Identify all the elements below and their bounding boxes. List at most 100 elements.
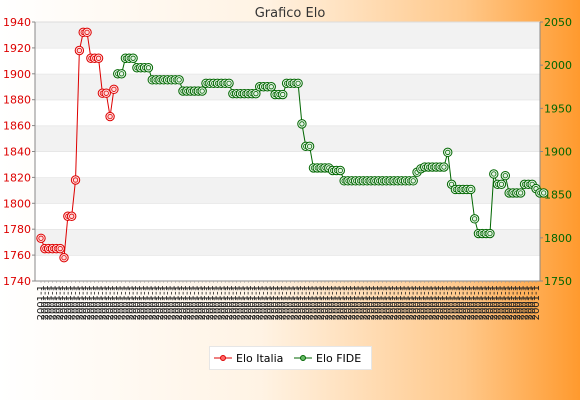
x-tick-label: 2001-1 xyxy=(143,285,154,320)
x-tick-label: 2001-1 xyxy=(420,285,431,320)
left-tick-label: 1760 xyxy=(3,249,31,262)
x-tick-label: 2001-1 xyxy=(523,285,534,320)
x-tick-label: 2001-1 xyxy=(493,285,504,320)
left-tick-label: 1940 xyxy=(3,16,31,29)
left-tick-label: 1900 xyxy=(3,68,31,81)
x-tick-label: 2001-1 xyxy=(236,285,247,320)
point-elo-italia xyxy=(70,175,81,185)
x-tick-label: 2001-1 xyxy=(358,285,369,320)
point-elo-italia xyxy=(101,88,111,98)
point-elo-fide xyxy=(197,86,207,96)
point-inner-elo-fide xyxy=(541,190,547,196)
left-tick-label: 1880 xyxy=(3,94,31,107)
point-inner-elo-fide xyxy=(448,181,455,187)
x-tick-label: 2001-1 xyxy=(374,285,385,320)
x-tick-label: 2001-1 xyxy=(301,285,312,320)
x-tick-label: 2001-1 xyxy=(140,285,151,320)
point-elo-fide xyxy=(266,82,276,92)
point-elo-italia xyxy=(82,27,92,38)
x-tick-label: 2001-1 xyxy=(393,285,404,320)
point-elo-italia xyxy=(55,243,65,254)
left-tick-label: 1800 xyxy=(3,197,31,210)
x-tick-label: 2001-1 xyxy=(343,285,354,320)
point-inner-elo-fide xyxy=(130,55,136,61)
legend-label-elo-fide: Elo FIDE xyxy=(316,352,361,365)
point-inner-elo-italia xyxy=(84,29,90,35)
point-elo-fide xyxy=(515,188,526,198)
x-tick-label: 2001-1 xyxy=(316,285,327,320)
point-inner-elo-fide xyxy=(445,149,451,155)
point-elo-fide xyxy=(496,179,507,190)
grid-band xyxy=(35,22,540,48)
x-tick-label: 2001-1 xyxy=(109,285,120,320)
x-tick-label: 2001-1 xyxy=(71,285,82,320)
point-inner-elo-fide xyxy=(268,84,274,90)
x-tick-label: 2001-1 xyxy=(155,285,166,320)
point-inner-elo-fide xyxy=(295,80,301,86)
x-tick-label: 2001-1 xyxy=(90,285,101,320)
point-elo-fide xyxy=(297,119,307,129)
grid-band xyxy=(35,255,540,281)
x-tick-label: 2001-1 xyxy=(416,285,427,320)
point-elo-italia xyxy=(109,84,119,95)
x-tick-label: 2001-1 xyxy=(381,285,392,320)
x-tick-label: 2001-1 xyxy=(470,285,481,320)
x-tick-label: 2001-1 xyxy=(500,285,511,320)
point-inner-elo-italia xyxy=(107,113,113,120)
x-tick-label: 2001-1 xyxy=(67,285,78,320)
point-elo-italia xyxy=(66,211,77,221)
x-tick-label: 2001-1 xyxy=(101,285,112,320)
x-tick-label: 2001-1 xyxy=(182,285,193,320)
point-inner-elo-italia xyxy=(61,255,67,261)
x-tick-label: 2001-1 xyxy=(466,285,477,320)
x-tick-label: 2001-1 xyxy=(401,285,412,320)
point-inner-elo-fide xyxy=(307,143,313,149)
x-tick-label: 2001-1 xyxy=(105,285,116,320)
x-tick-label: 2001-1 xyxy=(159,285,170,320)
point-inner-elo-italia xyxy=(69,213,75,219)
point-elo-fide xyxy=(116,69,127,79)
x-tick-label: 2001-1 xyxy=(40,285,51,320)
x-tick-label: 2001-1 xyxy=(473,285,484,320)
x-tick-label: 2001-1 xyxy=(178,285,189,320)
right-tick-label: 2000 xyxy=(544,59,572,72)
x-tick-label: 2001-1 xyxy=(193,285,204,320)
grid-band xyxy=(35,229,540,256)
x-tick-label: 2001-1 xyxy=(213,285,224,320)
chart-title: Grafico Elo xyxy=(255,6,326,21)
x-tick-label: 2001-1 xyxy=(481,285,492,320)
point-elo-italia xyxy=(59,252,69,263)
point-elo-fide xyxy=(128,53,138,63)
x-tick-label: 2001-1 xyxy=(63,285,74,320)
x-tick-label: 2001-1 xyxy=(255,285,266,320)
x-tick-label: 2001-1 xyxy=(270,285,281,320)
x-tick-label: 2001-1 xyxy=(189,285,200,320)
right-tick-label: 1950 xyxy=(544,102,572,115)
x-tick-label: 2001-1 xyxy=(166,285,177,320)
x-tick-label: 2001-1 xyxy=(324,285,335,320)
x-tick-label: 2001-1 xyxy=(51,285,62,320)
x-tick-label: 2001-1 xyxy=(120,285,131,320)
x-tick-label: 2001-1 xyxy=(435,285,446,320)
right-tick-label: 1900 xyxy=(544,146,572,159)
x-tick-label: 2001-1 xyxy=(124,285,135,320)
x-tick-label: 2001-1 xyxy=(201,285,212,320)
x-tick-label: 2001-1 xyxy=(82,285,93,320)
point-inner-elo-italia xyxy=(111,86,117,92)
x-tick-label: 2001-1 xyxy=(489,285,500,320)
x-tick-label: 2001-1 xyxy=(443,285,454,320)
x-tick-label: 2001-1 xyxy=(347,285,358,320)
x-tick-label: 2001-1 xyxy=(86,285,97,320)
point-elo-fide xyxy=(293,78,303,88)
point-elo-italia xyxy=(36,233,46,243)
x-tick-label: 2001-1 xyxy=(312,285,323,320)
legend-marker-elo-italia xyxy=(220,355,226,361)
x-tick-label: 2001-1 xyxy=(151,285,162,320)
point-elo-fide xyxy=(278,89,288,100)
x-tick-label: 2001-1 xyxy=(496,285,507,320)
x-tick-label: 2001-1 xyxy=(297,285,308,320)
left-tick-label: 1740 xyxy=(3,275,31,288)
x-tick-label: 2001-1 xyxy=(186,285,197,320)
point-inner-elo-fide xyxy=(337,167,343,174)
point-inner-elo-fide xyxy=(487,230,493,237)
